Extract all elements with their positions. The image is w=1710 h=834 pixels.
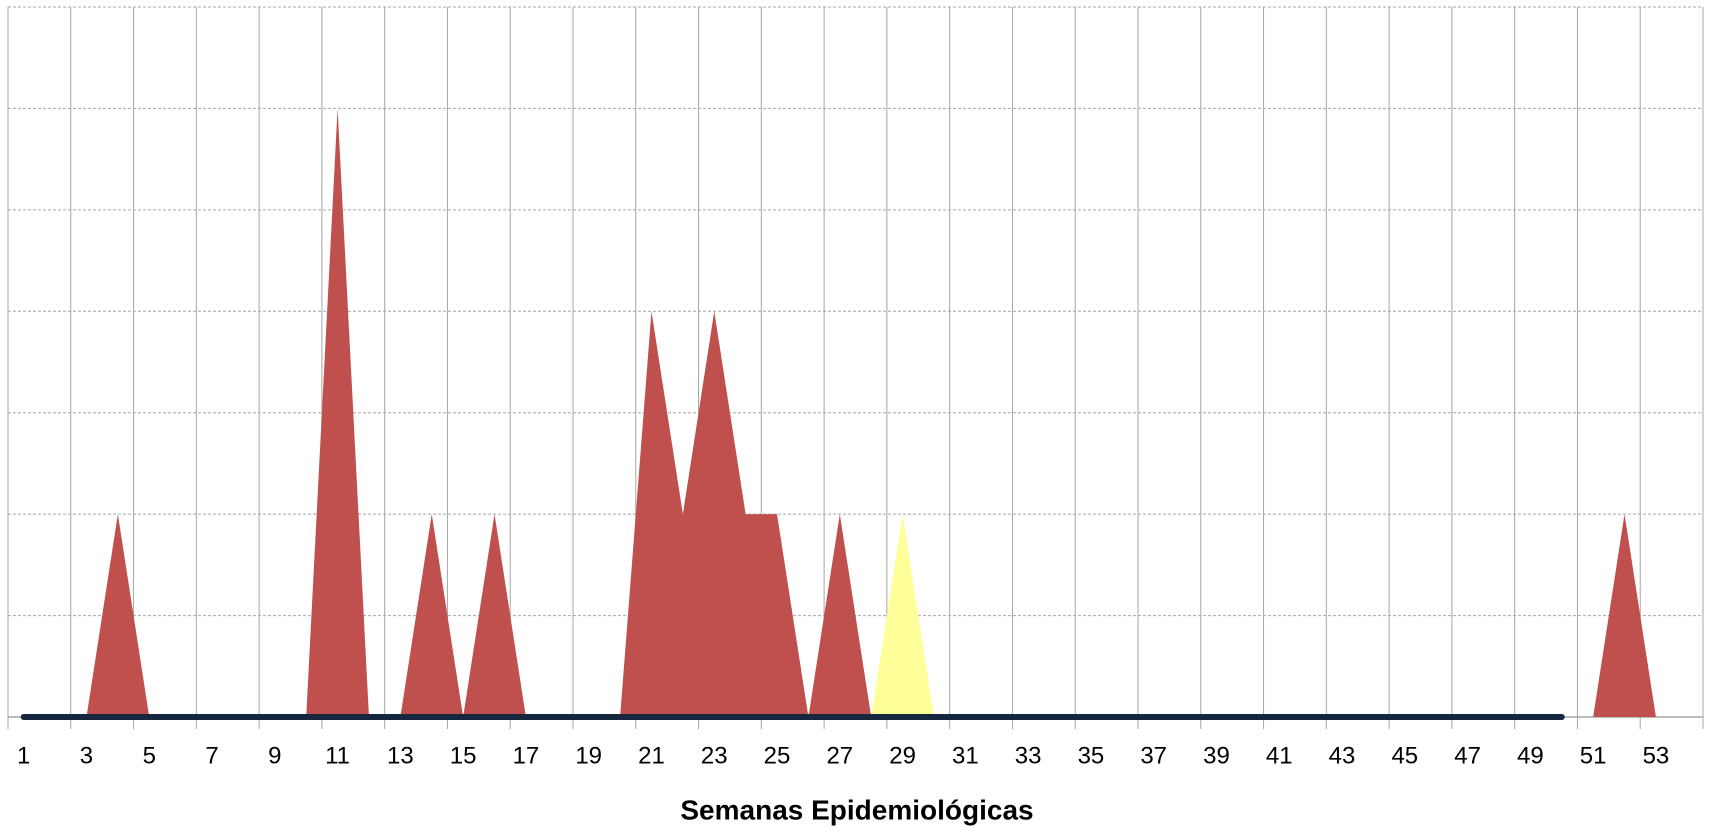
- x-tick-label: 7: [205, 742, 218, 769]
- x-tick-label: 5: [143, 742, 156, 769]
- x-tick-label: 37: [1140, 742, 1167, 769]
- x-tick-label: 21: [638, 742, 665, 769]
- x-tick-label: 53: [1643, 742, 1670, 769]
- x-tick-label: 9: [268, 742, 281, 769]
- x-tick-label: 23: [701, 742, 728, 769]
- x-tick-label: 15: [450, 742, 477, 769]
- x-axis-title: Semanas Epidemiológicas: [680, 794, 1033, 825]
- x-tick-label: 17: [513, 742, 540, 769]
- x-tick-label: 31: [952, 742, 979, 769]
- x-tick-label: 19: [575, 742, 602, 769]
- x-tick-label: 13: [387, 742, 414, 769]
- x-tick-label: 11: [325, 742, 350, 769]
- x-tick-label: 1: [17, 742, 30, 769]
- x-tick-label: 45: [1391, 742, 1418, 769]
- x-tick-label: 43: [1329, 742, 1356, 769]
- x-tick-label: 33: [1015, 742, 1042, 769]
- x-tick-label: 25: [764, 742, 791, 769]
- x-tick-label: 39: [1203, 742, 1230, 769]
- x-tick-label: 47: [1454, 742, 1481, 769]
- x-tick-label: 27: [826, 742, 853, 769]
- x-tick-label: 3: [80, 742, 93, 769]
- x-tick-label: 35: [1078, 742, 1105, 769]
- x-tick-label: 29: [889, 742, 916, 769]
- x-tick-label: 51: [1580, 742, 1607, 769]
- x-tick-label: 49: [1517, 742, 1544, 769]
- x-tick-label: 41: [1266, 742, 1293, 769]
